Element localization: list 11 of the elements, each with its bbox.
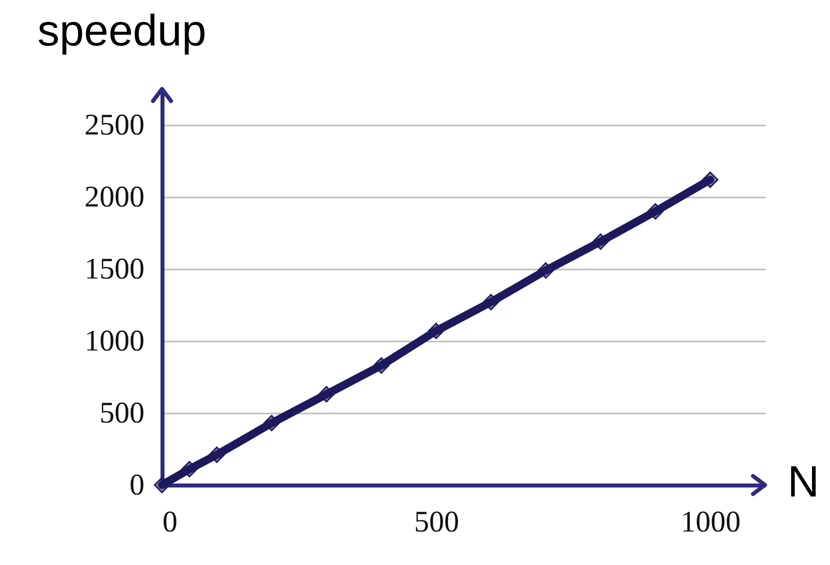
x-tick-label: 500 [414, 506, 460, 538]
y-tick-label: 0 [130, 468, 144, 502]
y-tick-label: 1500 [84, 252, 144, 286]
x-axis-title: N [788, 458, 820, 506]
x-tick-label: 1000 [680, 506, 741, 538]
y-tick-label: 1000 [84, 324, 144, 358]
y-axis-title: speedup [38, 6, 206, 56]
y-tick-label: 2000 [84, 180, 144, 214]
y-tick-label: 500 [100, 396, 144, 430]
x-tick-label: 0 [162, 506, 178, 538]
y-tick-label: 2500 [84, 108, 144, 142]
